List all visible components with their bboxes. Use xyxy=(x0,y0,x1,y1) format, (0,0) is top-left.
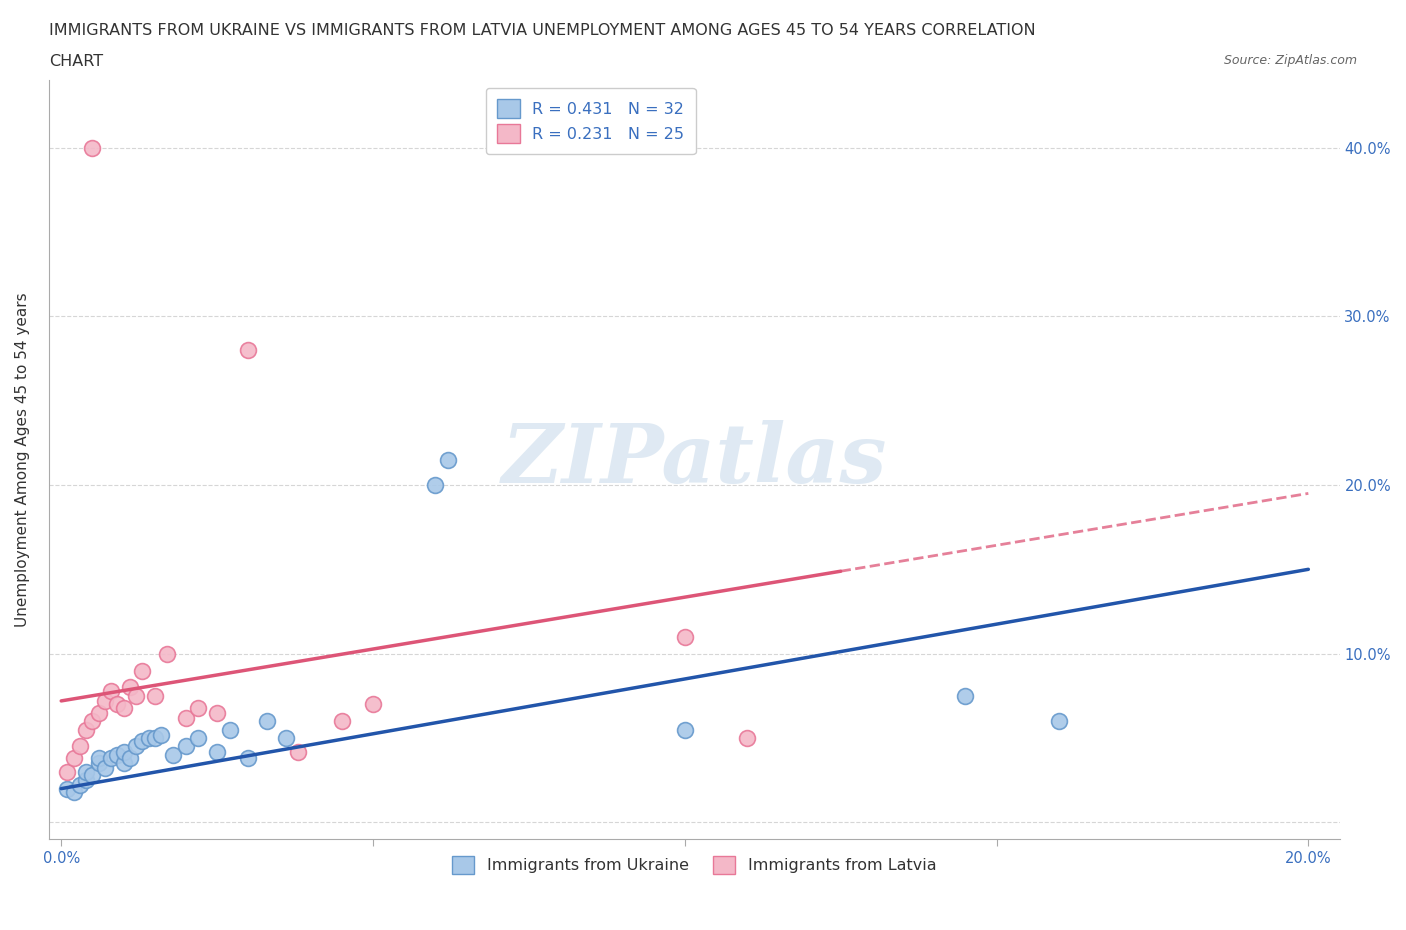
Point xyxy=(238,342,260,357)
Point xyxy=(174,739,197,754)
Point xyxy=(187,731,209,746)
Point xyxy=(87,705,110,720)
Point xyxy=(94,694,117,709)
Point xyxy=(361,697,384,711)
Point xyxy=(256,713,278,728)
Text: CHART: CHART xyxy=(49,54,103,69)
Point xyxy=(330,713,353,728)
Point xyxy=(69,777,91,792)
Text: IMMIGRANTS FROM UKRAINE VS IMMIGRANTS FROM LATVIA UNEMPLOYMENT AMONG AGES 45 TO : IMMIGRANTS FROM UKRAINE VS IMMIGRANTS FR… xyxy=(49,23,1036,38)
Point xyxy=(125,688,148,703)
Point xyxy=(238,751,260,765)
Point xyxy=(218,723,240,737)
Point xyxy=(143,688,166,703)
Legend: Immigrants from Ukraine, Immigrants from Latvia: Immigrants from Ukraine, Immigrants from… xyxy=(446,849,943,881)
Point xyxy=(150,727,173,742)
Point xyxy=(105,748,128,763)
Point xyxy=(94,761,117,776)
Point xyxy=(82,713,104,728)
Point xyxy=(100,684,122,698)
Point xyxy=(174,711,197,725)
Point xyxy=(437,452,460,467)
Point xyxy=(162,748,184,763)
Point xyxy=(112,700,135,715)
Point xyxy=(143,731,166,746)
Point xyxy=(735,731,758,746)
Point xyxy=(69,739,91,754)
Point xyxy=(118,680,141,695)
Point xyxy=(62,751,84,765)
Point xyxy=(205,705,228,720)
Point xyxy=(62,785,84,800)
Point xyxy=(75,723,97,737)
Y-axis label: Unemployment Among Ages 45 to 54 years: Unemployment Among Ages 45 to 54 years xyxy=(15,292,30,627)
Point xyxy=(955,688,977,703)
Point xyxy=(138,731,160,746)
Point xyxy=(105,697,128,711)
Point xyxy=(75,773,97,788)
Point xyxy=(131,663,153,678)
Point xyxy=(1047,713,1070,728)
Point xyxy=(131,734,153,749)
Point xyxy=(287,744,309,759)
Point xyxy=(125,739,148,754)
Point xyxy=(425,477,447,492)
Point xyxy=(673,630,696,644)
Point xyxy=(156,646,179,661)
Point xyxy=(56,764,79,779)
Point xyxy=(100,751,122,765)
Point xyxy=(187,700,209,715)
Point xyxy=(82,140,104,155)
Point xyxy=(274,731,297,746)
Point xyxy=(205,744,228,759)
Text: ZIPatlas: ZIPatlas xyxy=(502,419,887,499)
Point xyxy=(56,781,79,796)
Point xyxy=(75,764,97,779)
Point xyxy=(87,756,110,771)
Point xyxy=(118,751,141,765)
Point xyxy=(87,751,110,765)
Point xyxy=(673,723,696,737)
Point xyxy=(112,744,135,759)
Point xyxy=(82,767,104,782)
Point xyxy=(112,756,135,771)
Text: Source: ZipAtlas.com: Source: ZipAtlas.com xyxy=(1223,54,1357,67)
